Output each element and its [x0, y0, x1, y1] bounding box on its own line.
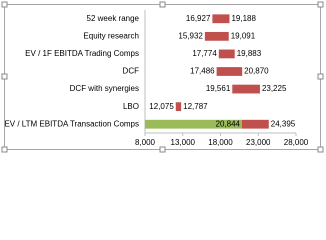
base-bar: [145, 119, 242, 129]
bar: [218, 49, 235, 59]
low-label: 20,844: [216, 119, 241, 128]
low-label: 16,927: [186, 14, 211, 23]
low-label: 19,561: [206, 84, 231, 93]
high-label: 12,787: [183, 102, 208, 111]
high-label: 24,395: [271, 119, 296, 128]
category-label: DCF: [123, 67, 140, 76]
low-label: 12,075: [149, 102, 174, 111]
category-label: DCF with synergies: [70, 84, 139, 93]
bar: [216, 67, 243, 76]
low-label: 17,774: [192, 49, 217, 58]
selection-handles: [1, 1, 324, 153]
x-tick-label: 8,000: [135, 138, 156, 147]
chart: 8,000 13,000 18,000 23,000 28,000 52 week ran…: [1, 1, 324, 153]
x-tick-label: 18,000: [208, 138, 233, 147]
category-label: Equity research: [83, 31, 139, 40]
category-label: LBO: [123, 102, 139, 111]
high-label: 20,870: [244, 67, 269, 76]
bar: [175, 102, 182, 112]
bar: [241, 119, 269, 129]
bar: [232, 84, 260, 94]
category-label: EV / LTM EBITDA Transaction Comps: [4, 119, 139, 128]
low-label: 17,486: [190, 67, 215, 76]
category-label: 52 week range: [87, 14, 140, 23]
x-tick-label: 13,000: [171, 138, 196, 147]
low-label: 15,932: [178, 31, 203, 40]
high-label: 19,188: [231, 14, 256, 23]
x-tick-label: 23,000: [246, 138, 271, 147]
x-tick-label: 28,000: [284, 138, 309, 147]
bar: [212, 14, 230, 24]
high-label: 23,225: [262, 84, 287, 93]
high-label: 19,883: [237, 49, 262, 58]
high-label: 19,091: [231, 31, 256, 40]
bar: [204, 31, 229, 41]
category-label: EV / 1F EBITDA Trading Comps: [25, 49, 139, 58]
